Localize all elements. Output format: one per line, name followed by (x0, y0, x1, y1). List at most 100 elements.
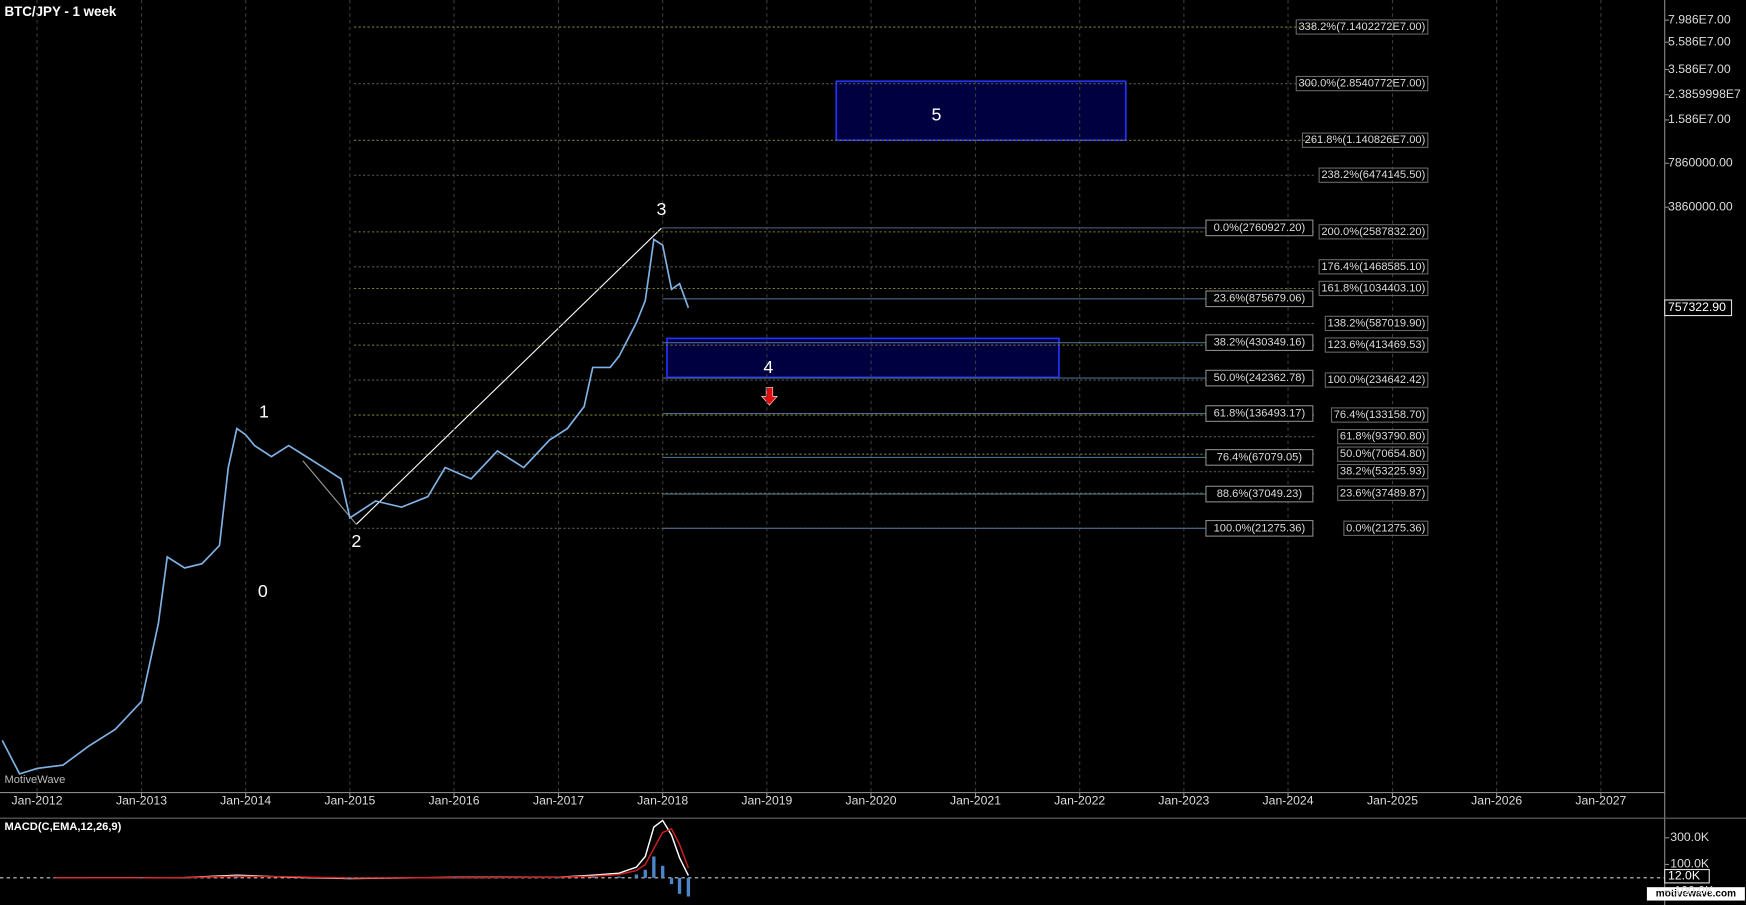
label-box (1205, 485, 1314, 503)
histogram-bar (634, 874, 639, 878)
histogram-bar (287, 877, 291, 879)
retracement-label: 61.8%(136493.17) (1214, 407, 1306, 419)
last-price-label: 757322.90 (1668, 300, 1726, 314)
label-box (1205, 219, 1314, 237)
x-tick-label: Jan-2023 (1158, 794, 1209, 808)
label-box (1318, 280, 1429, 297)
retracement-label: 76.4%(67079.05) (1217, 451, 1303, 463)
label-box (1318, 259, 1429, 275)
histogram-bar (677, 877, 682, 894)
extension-label: 261.8%(1.140826E7.00) (1305, 134, 1426, 146)
label-box (1205, 405, 1314, 422)
y-tick-label: 2.3859998E7 (1668, 87, 1741, 101)
extension-label: 200.0%(2587832.20) (1321, 226, 1425, 238)
x-tick-label: Jan-2015 (324, 794, 375, 808)
retracement-label: 100.0%(21275.36) (1214, 522, 1306, 534)
histogram-bar (235, 876, 239, 878)
extension-label: 23.6%(37489.87) (1340, 487, 1426, 499)
credit: motivewave.com (1656, 889, 1736, 900)
wave-label: 1 (259, 402, 269, 422)
histogram-bar (348, 877, 352, 879)
x-tick-label: Jan-2026 (1471, 794, 1522, 808)
extension-label: 138.2%(587019.90) (1328, 317, 1426, 329)
retracement-label: 38.2%(430349.16) (1214, 337, 1306, 349)
label-box (1205, 290, 1314, 308)
x-tick-label: Jan-2017 (533, 794, 584, 808)
label-box (1205, 449, 1314, 466)
histogram-bar (139, 877, 144, 879)
y-tick-label: -100.0K (1670, 883, 1714, 897)
wave-line (302, 460, 357, 525)
histogram-bar (591, 876, 595, 878)
down-arrow (761, 387, 778, 406)
y-tick-label: 3860000.00 (1668, 199, 1733, 213)
histogram-bar (617, 876, 621, 878)
extension-label: 123.6%(413469.53) (1328, 339, 1426, 351)
x-tick-label: Jan-2027 (1575, 794, 1626, 808)
label-box (1337, 428, 1429, 445)
label-box (1301, 132, 1429, 148)
y-tick-label: 1.586E7.00 (1668, 112, 1731, 126)
extension-label: 161.8%(1034403.10) (1321, 282, 1425, 294)
retracement-label: 23.6%(875679.06) (1214, 293, 1306, 305)
label-box (1343, 520, 1429, 536)
macd-line (54, 819, 690, 880)
y-tick-label: 7.986E7.00 (1668, 12, 1731, 26)
extension-label: 61.8%(93790.80) (1340, 431, 1426, 443)
y-tick-label: 300.0K (1670, 830, 1710, 844)
x-tick-label: Jan-2012 (12, 794, 63, 808)
histogram-bar (182, 877, 187, 879)
label-box (1318, 224, 1429, 240)
extension-label: 0.0%(21275.36) (1346, 522, 1425, 534)
wave-label: 2 (351, 531, 361, 551)
extension-label: 238.2%(6474145.50) (1321, 169, 1425, 181)
label-box (1337, 485, 1429, 501)
histogram-bar (652, 856, 656, 878)
last-value-label: 12.0K (1668, 868, 1701, 882)
x-tick-label: Jan-2013 (116, 794, 167, 808)
x-tick-label: Jan-2018 (637, 794, 688, 808)
histogram-bar (52, 877, 56, 879)
macd-line (54, 827, 690, 879)
last-value-box (1664, 869, 1710, 884)
wave-label: 0 (258, 581, 268, 601)
extension-label: 38.2%(53225.93) (1340, 466, 1426, 478)
y-tick-label: 7860000.00 (1668, 156, 1733, 170)
extension-label: 176.4%(1468585.10) (1321, 261, 1425, 273)
label-box (1324, 315, 1429, 332)
x-tick-label: Jan-2019 (741, 794, 792, 808)
histogram-bar (669, 877, 674, 885)
extension-label: 100.0%(234642.42) (1328, 374, 1426, 386)
label-box (1324, 337, 1429, 353)
label-box (1295, 75, 1429, 92)
label-box (1330, 407, 1429, 423)
wave-4-target-box (666, 337, 1060, 379)
y-tick-label: 100.0K (1670, 857, 1710, 871)
x-tick-label: Jan-2020 (846, 794, 897, 808)
label-box (1318, 167, 1429, 183)
label-box (1337, 463, 1429, 480)
wave-label: 3 (656, 199, 666, 219)
macd-title: MACD(C,EMA,12,26,9) (4, 821, 121, 833)
histogram-bar (452, 877, 456, 879)
wave-label: 5 (932, 104, 942, 124)
chart-title: BTC/JPY - 1 week (4, 4, 116, 19)
extension-label: 338.2%(7.1402272E7.00) (1298, 21, 1425, 33)
retracement-label: 50.0%(242362.78) (1214, 372, 1306, 384)
y-tick-label: 5.586E7.00 (1668, 34, 1731, 48)
extension-label: 76.4%(133158.70) (1334, 409, 1426, 421)
price-line (1, 238, 690, 775)
extension-label: 50.0%(70654.80) (1340, 448, 1426, 460)
retracement-label: 88.6%(37049.23) (1217, 488, 1303, 500)
x-tick-label: Jan-2022 (1054, 794, 1105, 808)
histogram-bar (556, 877, 561, 879)
x-tick-label: Jan-2025 (1367, 794, 1418, 808)
last-price-box (1664, 299, 1733, 317)
label-box (1295, 19, 1429, 35)
x-tick-label: Jan-2016 (429, 794, 480, 808)
histogram-bar (643, 869, 647, 878)
histogram-bar (661, 865, 665, 878)
